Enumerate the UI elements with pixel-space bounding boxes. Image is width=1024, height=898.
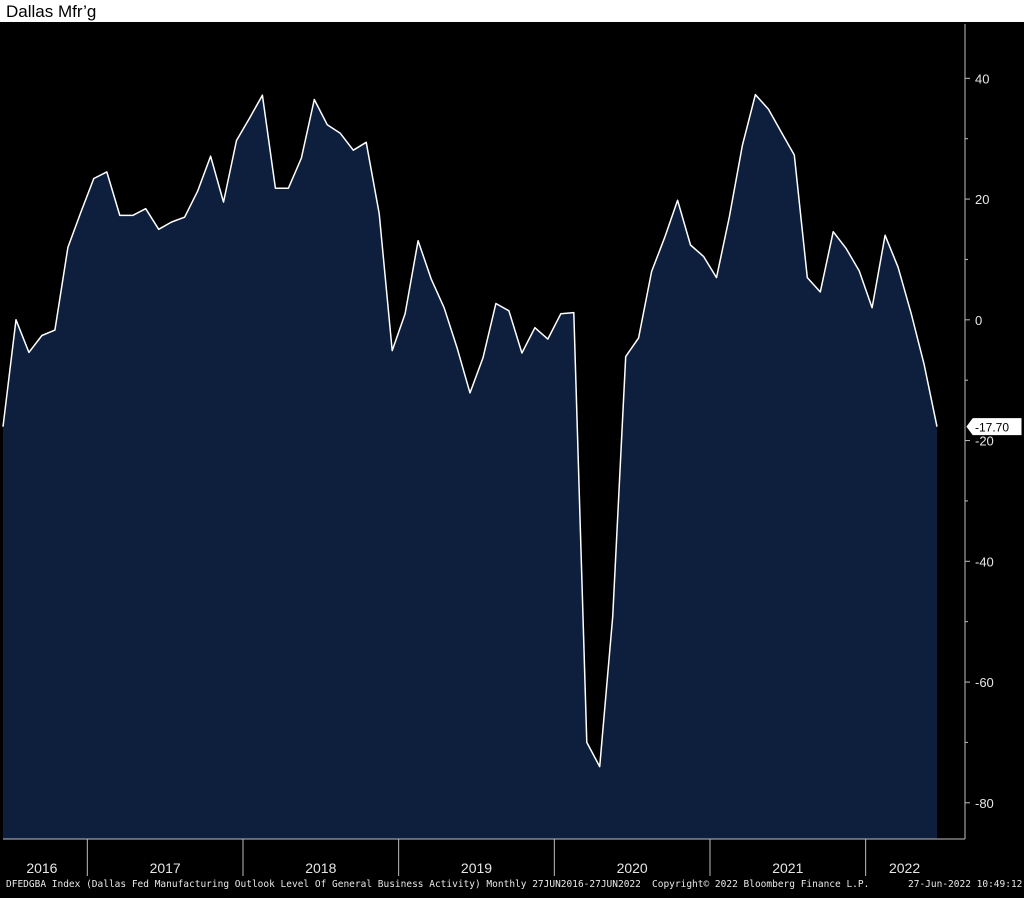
last-value-label: -17.70 <box>975 421 1009 435</box>
y-tick-label: -80 <box>975 796 994 811</box>
x-tick-label: 2022 <box>889 860 920 876</box>
x-tick-label: 2021 <box>772 860 803 876</box>
x-axis: 2016 2017 2018 2019 2020 2021 2022 <box>3 838 965 876</box>
x-tick-label: 2018 <box>305 860 336 876</box>
series-line <box>2 93 938 768</box>
y-tick-label: -20 <box>975 434 994 449</box>
x-tick-label: 2020 <box>617 860 648 876</box>
footer-timestamp: 27-Jun-2022 10:49:12 <box>908 879 1023 890</box>
y-tick-label: 0 <box>975 313 982 328</box>
y-tick-label: -60 <box>975 675 994 690</box>
last-value-box <box>966 418 1022 436</box>
y-axis: 40 20 0 -20 -40 -60 -80 -17.70 <box>964 24 1022 839</box>
x-tick-label: 2017 <box>150 860 181 876</box>
plot-layer <box>2 93 938 840</box>
last-value-marker: -17.70 <box>966 418 1022 436</box>
chart-title: Dallas Mfr’g <box>6 2 97 21</box>
footer-copyright: Copyright© 2022 Bloomberg Finance L.P. <box>652 879 870 890</box>
footer-index-description: DFEDGBA Index (Dallas Fed Manufacturing … <box>6 879 641 890</box>
series-area <box>3 94 937 840</box>
x-tick-label: 2016 <box>26 860 57 876</box>
y-tick-label: 20 <box>975 192 989 207</box>
x-tick-label: 2019 <box>461 860 492 876</box>
y-tick-label: 40 <box>975 71 989 86</box>
y-tick-label: -40 <box>975 554 994 569</box>
